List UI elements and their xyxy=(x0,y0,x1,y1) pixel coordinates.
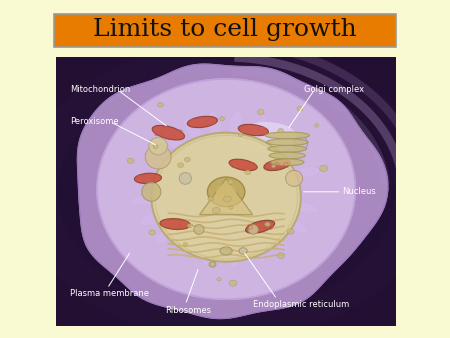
Ellipse shape xyxy=(194,224,204,234)
Polygon shape xyxy=(77,64,388,318)
Ellipse shape xyxy=(226,241,240,267)
Ellipse shape xyxy=(152,125,184,140)
Ellipse shape xyxy=(220,247,232,255)
Circle shape xyxy=(278,128,284,133)
Ellipse shape xyxy=(95,98,357,286)
Ellipse shape xyxy=(179,172,191,184)
Circle shape xyxy=(320,165,328,171)
Circle shape xyxy=(257,110,264,115)
Ellipse shape xyxy=(247,237,265,262)
Circle shape xyxy=(184,157,190,162)
Ellipse shape xyxy=(279,147,309,164)
Circle shape xyxy=(127,158,134,163)
Ellipse shape xyxy=(149,138,167,155)
Text: Endoplasmic reticulum: Endoplasmic reticulum xyxy=(253,300,350,309)
Text: Ribosomes: Ribosomes xyxy=(165,306,211,315)
Ellipse shape xyxy=(249,117,268,142)
Ellipse shape xyxy=(294,137,308,150)
Ellipse shape xyxy=(161,130,185,151)
Circle shape xyxy=(149,230,155,235)
Text: Golgi complex: Golgi complex xyxy=(304,85,365,94)
Ellipse shape xyxy=(270,159,304,166)
Circle shape xyxy=(238,133,243,137)
Ellipse shape xyxy=(184,118,202,142)
Ellipse shape xyxy=(142,183,161,201)
Ellipse shape xyxy=(248,224,258,234)
Circle shape xyxy=(315,124,319,127)
Ellipse shape xyxy=(0,4,450,338)
Ellipse shape xyxy=(130,194,164,205)
Polygon shape xyxy=(200,178,252,215)
Ellipse shape xyxy=(268,145,306,152)
Ellipse shape xyxy=(177,234,197,258)
FancyBboxPatch shape xyxy=(54,14,396,47)
Ellipse shape xyxy=(21,44,432,338)
Ellipse shape xyxy=(286,170,302,187)
Text: Mitochondrion: Mitochondrion xyxy=(70,85,130,94)
Ellipse shape xyxy=(265,228,288,250)
Ellipse shape xyxy=(286,201,319,214)
Circle shape xyxy=(245,170,251,175)
Circle shape xyxy=(229,206,233,209)
Ellipse shape xyxy=(143,147,173,164)
Ellipse shape xyxy=(135,173,162,184)
Ellipse shape xyxy=(209,262,216,267)
Circle shape xyxy=(208,196,213,201)
Ellipse shape xyxy=(269,152,305,159)
Circle shape xyxy=(277,253,284,259)
Ellipse shape xyxy=(207,112,221,138)
Ellipse shape xyxy=(278,216,307,234)
Circle shape xyxy=(207,177,245,207)
Text: Nucleus: Nucleus xyxy=(342,187,375,196)
Ellipse shape xyxy=(239,248,247,254)
Ellipse shape xyxy=(229,159,257,171)
Ellipse shape xyxy=(236,122,297,154)
Circle shape xyxy=(153,145,158,149)
Circle shape xyxy=(227,179,234,185)
Circle shape xyxy=(183,243,188,246)
Ellipse shape xyxy=(58,71,394,313)
Circle shape xyxy=(216,184,236,200)
Circle shape xyxy=(265,222,270,226)
Circle shape xyxy=(297,106,303,111)
Ellipse shape xyxy=(287,167,320,179)
Circle shape xyxy=(224,196,231,202)
Polygon shape xyxy=(97,79,355,299)
Circle shape xyxy=(271,165,275,168)
Ellipse shape xyxy=(238,124,268,136)
Ellipse shape xyxy=(246,220,274,233)
Circle shape xyxy=(220,117,225,121)
Text: Limits to cell growth: Limits to cell growth xyxy=(93,18,357,41)
Circle shape xyxy=(158,102,163,107)
Ellipse shape xyxy=(160,219,190,230)
Text: Peroxisome: Peroxisome xyxy=(70,117,118,126)
Ellipse shape xyxy=(266,139,308,145)
Ellipse shape xyxy=(151,133,301,262)
Circle shape xyxy=(212,207,220,214)
Ellipse shape xyxy=(187,116,217,128)
Ellipse shape xyxy=(202,240,217,266)
FancyBboxPatch shape xyxy=(56,57,396,326)
Circle shape xyxy=(287,228,294,234)
Circle shape xyxy=(187,224,193,228)
Ellipse shape xyxy=(139,210,170,225)
Text: Plasma membrane: Plasma membrane xyxy=(70,289,149,298)
Ellipse shape xyxy=(229,111,243,138)
Circle shape xyxy=(217,277,221,281)
Ellipse shape xyxy=(155,224,181,244)
Circle shape xyxy=(178,163,184,168)
Circle shape xyxy=(229,280,237,286)
Ellipse shape xyxy=(264,159,290,171)
Ellipse shape xyxy=(265,132,309,139)
Ellipse shape xyxy=(266,129,291,151)
Ellipse shape xyxy=(145,145,171,169)
